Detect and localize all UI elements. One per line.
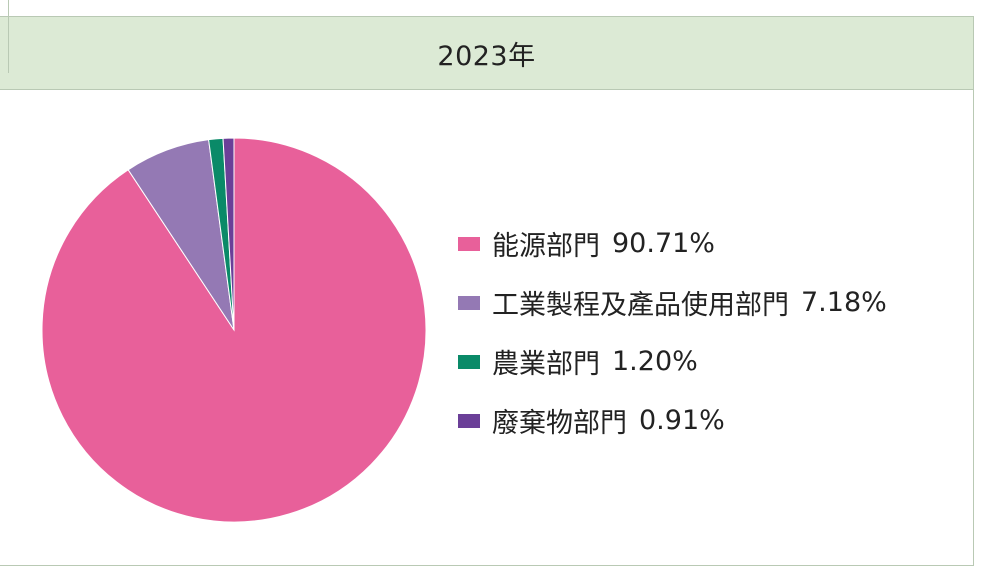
legend-value: 0.91% <box>639 405 725 436</box>
legend-swatch <box>458 354 480 369</box>
legend-value: 1.20% <box>612 346 698 377</box>
legend-swatch <box>458 236 480 251</box>
legend-item-3: 農業部門 1.20% <box>458 332 887 391</box>
pie-chart <box>41 137 427 523</box>
chart-frame: 2023年 <box>0 16 974 566</box>
legend-value: 90.71% <box>612 228 715 259</box>
legend-value: 7.18% <box>801 287 887 318</box>
legend-label: 工業製程及產品使用部門 <box>492 290 789 321</box>
legend-swatch <box>458 413 480 428</box>
legend-item-4: 廢棄物部門 0.91% <box>458 391 887 450</box>
legend-item-2: 工業製程及產品使用部門 7.18% <box>458 273 887 332</box>
chart-header: 2023年 <box>0 17 973 90</box>
chart-title: 2023年 <box>437 40 536 72</box>
chart-legend: 能源部門 90.71% 工業製程及產品使用部門 7.18% 農業部門 1.20% 廢棄物部門… <box>458 214 887 450</box>
legend-label: 農業部門 <box>492 349 600 380</box>
legend-label: 能源部門 <box>492 231 600 262</box>
legend-swatch <box>458 295 480 310</box>
legend-label: 廢棄物部門 <box>492 408 627 439</box>
left-divider <box>8 0 9 73</box>
legend-item-1: 能源部門 90.71% <box>458 214 887 273</box>
pie-slice-4 <box>222 137 235 331</box>
